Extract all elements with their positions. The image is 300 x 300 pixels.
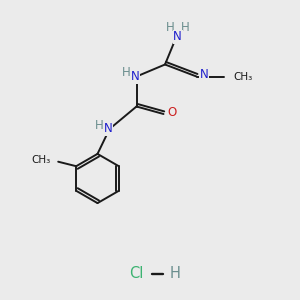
Text: O: O bbox=[167, 106, 176, 119]
Text: Cl: Cl bbox=[129, 266, 144, 281]
Text: CH₃: CH₃ bbox=[233, 71, 252, 82]
Text: H: H bbox=[122, 66, 130, 80]
Text: CH₃: CH₃ bbox=[32, 155, 51, 165]
Text: N: N bbox=[103, 122, 112, 136]
Text: N: N bbox=[130, 70, 140, 83]
Text: H: H bbox=[94, 119, 103, 132]
Text: H: H bbox=[166, 21, 175, 34]
Text: H: H bbox=[181, 21, 190, 34]
Text: N: N bbox=[173, 30, 182, 44]
Text: H: H bbox=[169, 266, 180, 281]
Text: N: N bbox=[200, 68, 208, 81]
